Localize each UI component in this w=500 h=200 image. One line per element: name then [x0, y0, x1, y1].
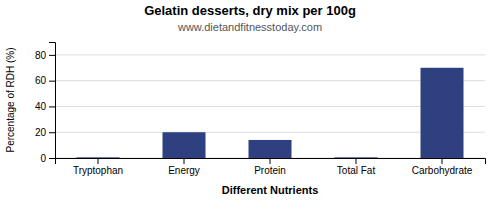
y-tick-label: 80	[35, 50, 47, 61]
y-tick-mark	[49, 55, 55, 56]
y-tick-label: 60	[35, 75, 47, 86]
x-tick: Tryptophan	[73, 158, 123, 176]
x-axis: Tryptophan Energy Protein Total Fat Carbohyd…	[56, 158, 486, 176]
y-tick: 40	[35, 101, 55, 112]
x-axis-title: Different Nutrients	[222, 184, 319, 196]
x-tick-label: Tryptophan	[73, 165, 123, 176]
bar	[163, 132, 206, 158]
chart: Gelatin desserts, dry mix per 100g www.di…	[0, 0, 500, 200]
x-tick: Energy	[168, 158, 200, 176]
y-axis-line	[49, 43, 56, 159]
x-tick: Total Fat	[337, 158, 376, 176]
y-tick-label: 0	[40, 153, 46, 164]
bar	[421, 68, 464, 158]
x-tick-label: Carbohydrate	[412, 165, 473, 176]
y-tick: 20	[35, 127, 55, 138]
y-tick-mark	[49, 106, 55, 107]
grid	[55, 55, 485, 158]
y-tick: 60	[35, 75, 55, 86]
y-tick-mark	[49, 81, 55, 82]
x-tick-mark	[98, 158, 99, 164]
plot: 0 20 40 60 80 Tryptophan Energy Protein Total Fa…	[35, 43, 486, 177]
title: Gelatin desserts, dry mix per 100g	[144, 3, 356, 18]
grid-line	[55, 54, 485, 55]
x-tick-mark	[356, 158, 357, 164]
x-tick: Carbohydrate	[412, 158, 473, 176]
bar	[335, 157, 378, 158]
y-axis-title: Percentage of RDH (%)	[5, 47, 16, 152]
y-axis: 0 20 40 60 80	[35, 43, 56, 164]
y-tick: 80	[35, 50, 55, 61]
y-tick: 0	[40, 153, 55, 164]
x-tick-mark	[270, 158, 271, 164]
x-tick-label: Protein	[254, 165, 286, 176]
x-tick-label: Energy	[168, 165, 200, 176]
y-tick-label: 20	[35, 127, 47, 138]
y-tick-mark	[49, 132, 55, 133]
x-tick-label: Total Fat	[337, 165, 376, 176]
bars	[77, 68, 464, 158]
y-tick-label: 40	[35, 101, 47, 112]
x-axis-line	[56, 159, 486, 165]
x-tick-mark	[184, 158, 185, 164]
x-tick-mark	[442, 158, 443, 164]
bar	[249, 140, 292, 158]
x-tick: Protein	[254, 158, 286, 176]
bar	[77, 157, 120, 158]
subtitle: www.dietandfitnesstoday.com	[177, 21, 322, 33]
y-tick-mark	[49, 158, 55, 159]
